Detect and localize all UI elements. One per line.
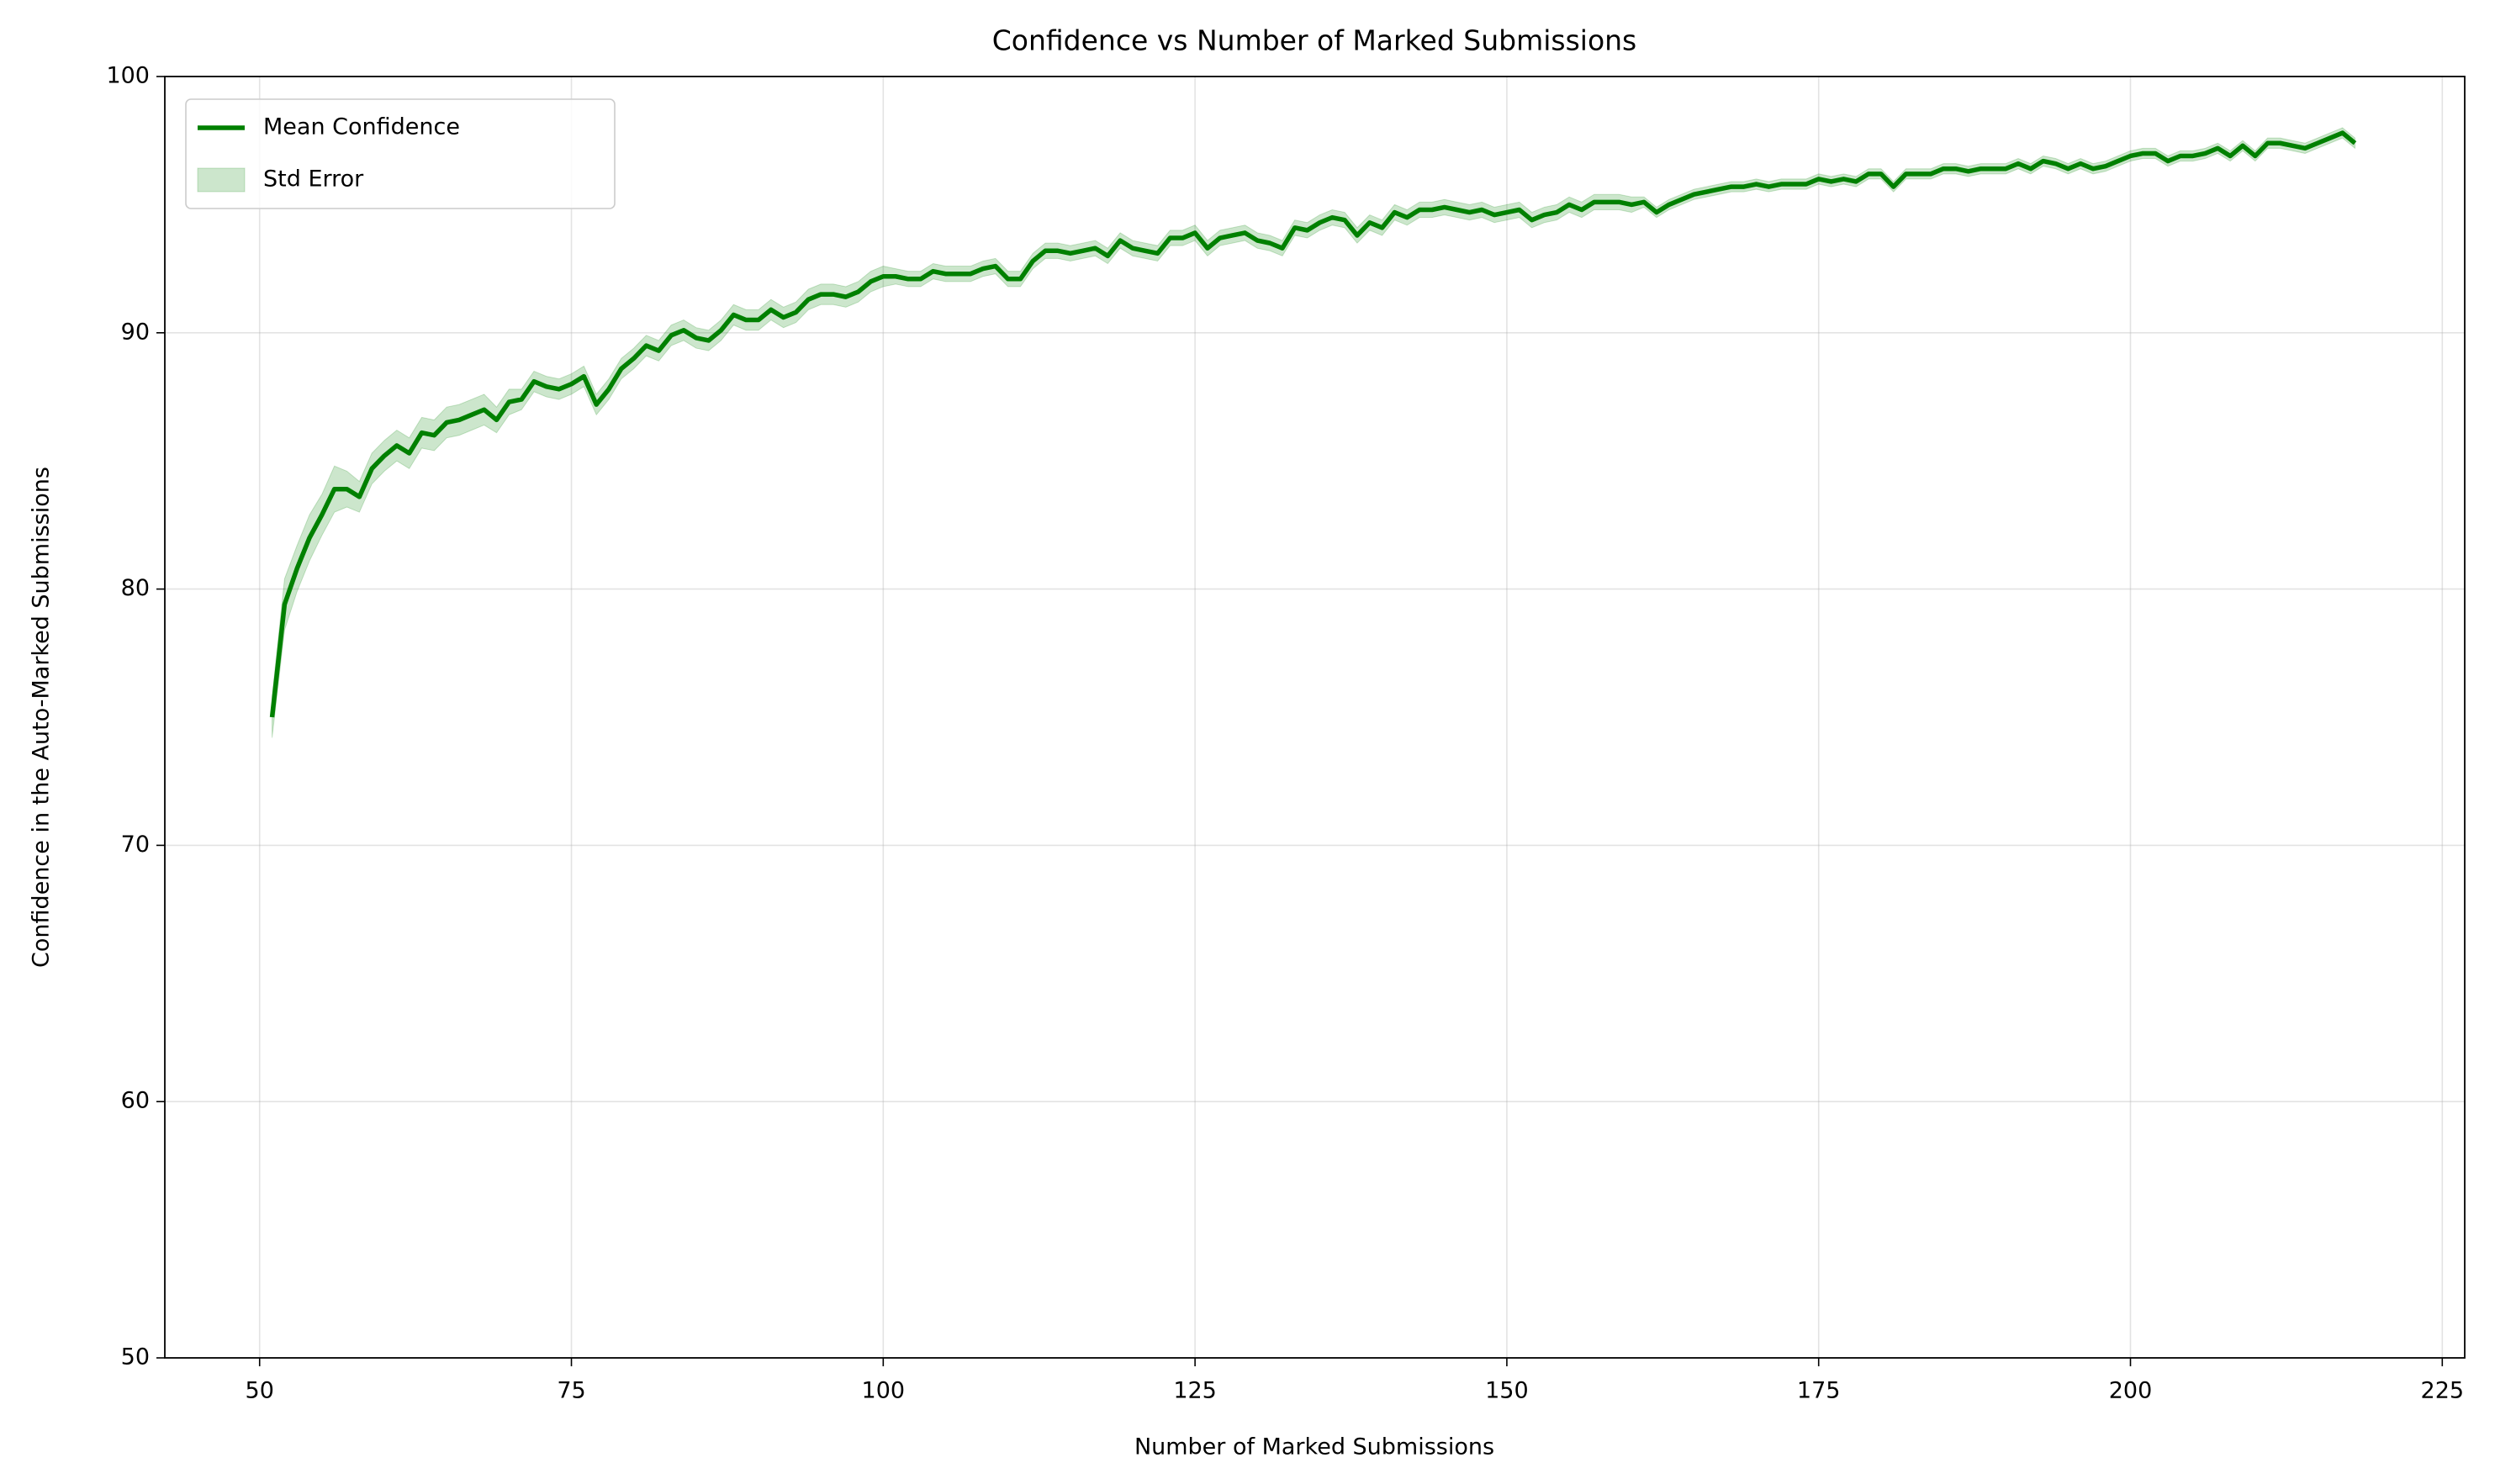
x-axis-label: Number of Marked Submissions	[1134, 1434, 1494, 1460]
y-tick-label: 70	[121, 832, 150, 858]
x-tick-label: 150	[1485, 1378, 1529, 1404]
x-tick-label: 100	[862, 1378, 906, 1404]
y-tick-label: 80	[121, 575, 150, 601]
error-band	[272, 127, 2355, 738]
x-tick-label: 200	[2109, 1378, 2153, 1404]
legend: Mean Confidence Std Error	[185, 98, 616, 209]
axes-frame	[164, 76, 2466, 1359]
legend-box	[185, 98, 616, 209]
mean-line	[269, 130, 2357, 718]
y-tick-label: 100	[106, 63, 150, 89]
legend-swatch	[197, 167, 246, 193]
y-tick-label: 60	[121, 1088, 150, 1114]
x-tick-label: 75	[557, 1378, 585, 1404]
y-tick-label: 50	[121, 1344, 150, 1370]
legend-label: Std Error	[263, 166, 364, 193]
x-tick-label: 125	[1173, 1378, 1217, 1404]
x-tick-label: 175	[1797, 1378, 1841, 1404]
x-tick-label: 225	[2421, 1378, 2465, 1404]
chart-title: Confidence vs Number of Marked Submissio…	[992, 24, 1637, 57]
y-tick-label: 90	[121, 319, 150, 345]
legend-label: Mean Confidence	[263, 114, 460, 140]
y-axis-label: Confidence in the Auto-Marked Submission…	[29, 467, 55, 968]
x-tick-label: 50	[246, 1378, 274, 1404]
